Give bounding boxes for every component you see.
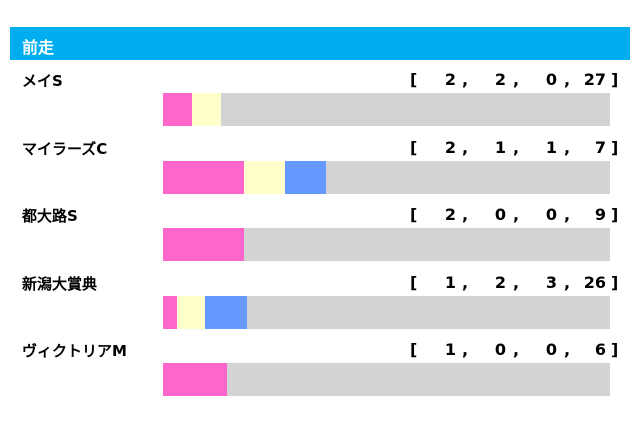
bar-segment: [191, 93, 221, 126]
record-close: ]: [611, 137, 619, 157]
record-separator: ,: [513, 205, 520, 224]
header-bar: 前走: [10, 27, 630, 60]
record-close: ]: [611, 70, 619, 89]
record-close: ]: [611, 205, 619, 224]
race-name: 都大路S: [22, 207, 78, 225]
record-open: [: [410, 70, 418, 89]
bar-segment: [163, 363, 227, 396]
bar-segment: [220, 93, 610, 126]
record-count: 2: [444, 137, 456, 157]
record-separator: ,: [462, 205, 469, 224]
race-name: ヴィクトリアM: [22, 342, 127, 360]
record-separator: ,: [564, 70, 571, 89]
record-open: [: [410, 340, 418, 359]
record-separator: ,: [513, 340, 520, 359]
record-count: 2: [444, 70, 456, 89]
record-separator: ,: [564, 272, 571, 292]
record-separator: ,: [462, 340, 469, 359]
bar-segment: [244, 228, 610, 261]
bar-segment: [176, 295, 205, 329]
race-name: メイS: [22, 72, 63, 90]
record-open: [: [410, 272, 418, 292]
record-close: ]: [611, 340, 619, 359]
record-count: 26: [583, 272, 606, 292]
record-count: 3: [545, 272, 557, 292]
record-count: 1: [545, 137, 557, 157]
bar-segment: [163, 228, 245, 261]
record-count: 2: [444, 205, 456, 224]
record-count: 0: [494, 340, 506, 359]
record-separator: ,: [462, 272, 469, 292]
race-name: 新潟大賞典: [22, 274, 98, 293]
record-count: 1: [444, 272, 456, 292]
record-count: 1: [444, 340, 456, 359]
record-count: 27: [583, 70, 606, 89]
record-separator: ,: [513, 70, 520, 89]
record-open: [: [410, 137, 418, 157]
record-count: 2: [494, 70, 506, 89]
bar-segment: [204, 295, 247, 329]
bar-segment: [163, 295, 177, 329]
record-count: 0: [545, 340, 557, 359]
record-count: 7: [594, 137, 606, 157]
record-close: ]: [611, 272, 619, 292]
record-separator: ,: [462, 137, 469, 157]
bar-segment: [325, 160, 610, 194]
record-separator: ,: [462, 70, 469, 89]
bar-segment: [284, 160, 326, 194]
record-count: 0: [545, 205, 557, 224]
record-separator: ,: [564, 340, 571, 359]
record-count: 6: [594, 340, 606, 359]
bar-segment: [226, 363, 610, 396]
record-open: [: [410, 205, 418, 224]
record-separator: ,: [564, 137, 571, 157]
record-separator: ,: [513, 272, 520, 292]
record-count: 2: [494, 272, 506, 292]
race-name: マイラーズC: [22, 139, 108, 158]
bar-segment: [246, 295, 610, 329]
bar-segment: [244, 160, 285, 194]
record-count: 0: [545, 70, 557, 89]
record-separator: ,: [564, 205, 571, 224]
record-separator: ,: [513, 137, 520, 157]
record-count: 1: [494, 137, 506, 157]
bar-segment: [163, 93, 192, 126]
record-count: 9: [594, 205, 606, 224]
bar-segment: [163, 160, 245, 194]
record-count: 0: [494, 205, 506, 224]
header-title: 前走: [22, 38, 55, 57]
